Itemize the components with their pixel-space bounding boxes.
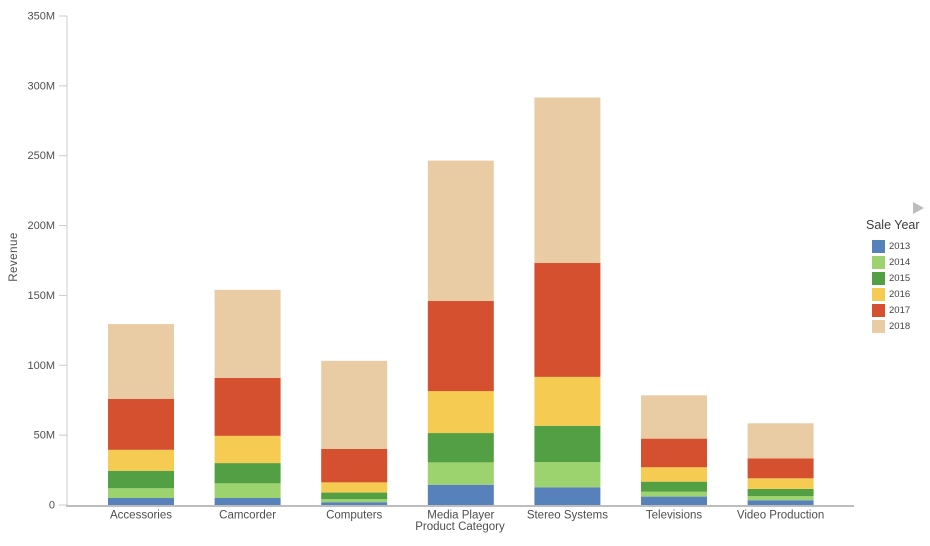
bar-segment-camcorder-2016[interactable] — [214, 435, 281, 464]
legend-item-2015[interactable]: 2015 — [872, 270, 910, 286]
bar-segment-stereo-systems-2015[interactable] — [534, 425, 601, 463]
x-tick-label: Stereo Systems — [527, 510, 608, 522]
y-tick-label: 200M — [27, 220, 55, 232]
bar-segment-televisions-2014[interactable] — [641, 491, 707, 497]
bar-segment-video-production-2018[interactable] — [747, 423, 814, 459]
legend-swatch-icon — [872, 287, 885, 301]
bar-segment-media-player-2017[interactable] — [427, 301, 494, 392]
y-tick-label: 350M — [27, 11, 55, 23]
x-tick-label: Accessories — [110, 510, 172, 522]
legend-item-label: 2015 — [889, 272, 911, 284]
legend-item-2016[interactable]: 2016 — [872, 286, 910, 302]
bar-segment-camcorder-2017[interactable] — [214, 377, 281, 436]
bar-segment-accessories-2018[interactable] — [108, 324, 174, 399]
bar-segment-computers-2018[interactable] — [321, 360, 388, 449]
bar-segment-media-player-2015[interactable] — [427, 433, 494, 463]
y-tick-label: 300M — [27, 80, 55, 92]
x-tick-label: Video Production — [737, 510, 824, 522]
bar-segment-computers-2013[interactable] — [321, 502, 388, 505]
bar-segment-camcorder-2014[interactable] — [214, 483, 281, 499]
legend-item-label: 2018 — [889, 320, 911, 332]
x-tick-label: Televisions — [646, 510, 702, 522]
bar-segment-computers-2017[interactable] — [321, 448, 388, 483]
bar-segment-stereo-systems-2013[interactable] — [534, 487, 601, 505]
y-tick-label: 100M — [27, 360, 55, 372]
legend-item-2017[interactable]: 2017 — [872, 302, 910, 318]
bar-segment-stereo-systems-2017[interactable] — [534, 263, 601, 377]
bar-segment-video-production-2013[interactable] — [747, 500, 814, 505]
bar-segment-stereo-systems-2014[interactable] — [534, 462, 601, 488]
legend-item-label: 2017 — [889, 304, 911, 316]
legend-item-2013[interactable]: 2013 — [872, 238, 910, 254]
legend-scroll-arrow-icon[interactable] — [913, 202, 924, 214]
x-tick-label: Computers — [326, 510, 382, 522]
bar-segment-camcorder-2018[interactable] — [214, 289, 281, 378]
legend-swatch-icon — [872, 271, 885, 285]
bar-segment-accessories-2014[interactable] — [108, 488, 174, 499]
bar-segment-media-player-2016[interactable] — [427, 391, 494, 434]
legend-swatch-icon — [872, 239, 885, 253]
bar-segment-video-production-2017[interactable] — [747, 458, 814, 479]
bar-segment-accessories-2016[interactable] — [108, 449, 174, 471]
legend-swatch-icon — [872, 319, 885, 333]
legend-items: 2013 2014 2015 2016 2017 2018 — [872, 238, 910, 334]
bar-segment-media-player-2018[interactable] — [427, 160, 494, 302]
bar-segment-video-production-2014[interactable] — [747, 496, 814, 501]
bar-segment-computers-2016[interactable] — [321, 482, 388, 493]
legend-item-label: 2014 — [889, 256, 911, 268]
y-tick-label: 0 — [49, 500, 55, 512]
bar-segment-media-player-2014[interactable] — [427, 462, 494, 485]
bar-segment-accessories-2013[interactable] — [108, 498, 174, 505]
y-tick-label: 250M — [27, 150, 55, 162]
bar-segment-stereo-systems-2016[interactable] — [534, 376, 601, 426]
legend-item-label: 2016 — [889, 288, 911, 300]
bar-segment-camcorder-2013[interactable] — [214, 498, 281, 505]
x-tick-label: Camcorder — [219, 510, 276, 522]
bar-segment-televisions-2018[interactable] — [641, 395, 707, 439]
x-axis-title: Product Category — [415, 521, 505, 533]
bar-segment-accessories-2015[interactable] — [108, 470, 174, 489]
bar-segment-televisions-2015[interactable] — [641, 481, 707, 492]
bar-segment-video-production-2015[interactable] — [747, 488, 814, 497]
bar-segment-video-production-2016[interactable] — [747, 478, 814, 489]
legend-swatch-icon — [872, 255, 885, 269]
bar-segment-televisions-2013[interactable] — [641, 496, 707, 505]
bar-segment-computers-2015[interactable] — [321, 492, 388, 500]
bar-segment-computers-2014[interactable] — [321, 499, 388, 503]
legend-swatch-icon — [872, 303, 885, 317]
bar-segment-televisions-2016[interactable] — [641, 467, 707, 482]
bar-segment-televisions-2017[interactable] — [641, 438, 707, 468]
legend-item-label: 2013 — [889, 240, 911, 252]
legend-item-2018[interactable]: 2018 — [872, 318, 910, 334]
legend-title: Sale Year — [866, 218, 920, 232]
x-tick-label: Media Player — [427, 510, 494, 522]
bar-segment-media-player-2013[interactable] — [427, 484, 494, 505]
y-tick-label: 50M — [34, 430, 55, 442]
bar-segment-stereo-systems-2018[interactable] — [534, 97, 601, 264]
y-tick-label: 150M — [27, 290, 55, 302]
legend-item-2014[interactable]: 2014 — [872, 254, 910, 270]
bar-segment-camcorder-2015[interactable] — [214, 463, 281, 484]
y-axis-title: Revenue — [8, 232, 20, 282]
bar-segment-accessories-2017[interactable] — [108, 398, 174, 450]
